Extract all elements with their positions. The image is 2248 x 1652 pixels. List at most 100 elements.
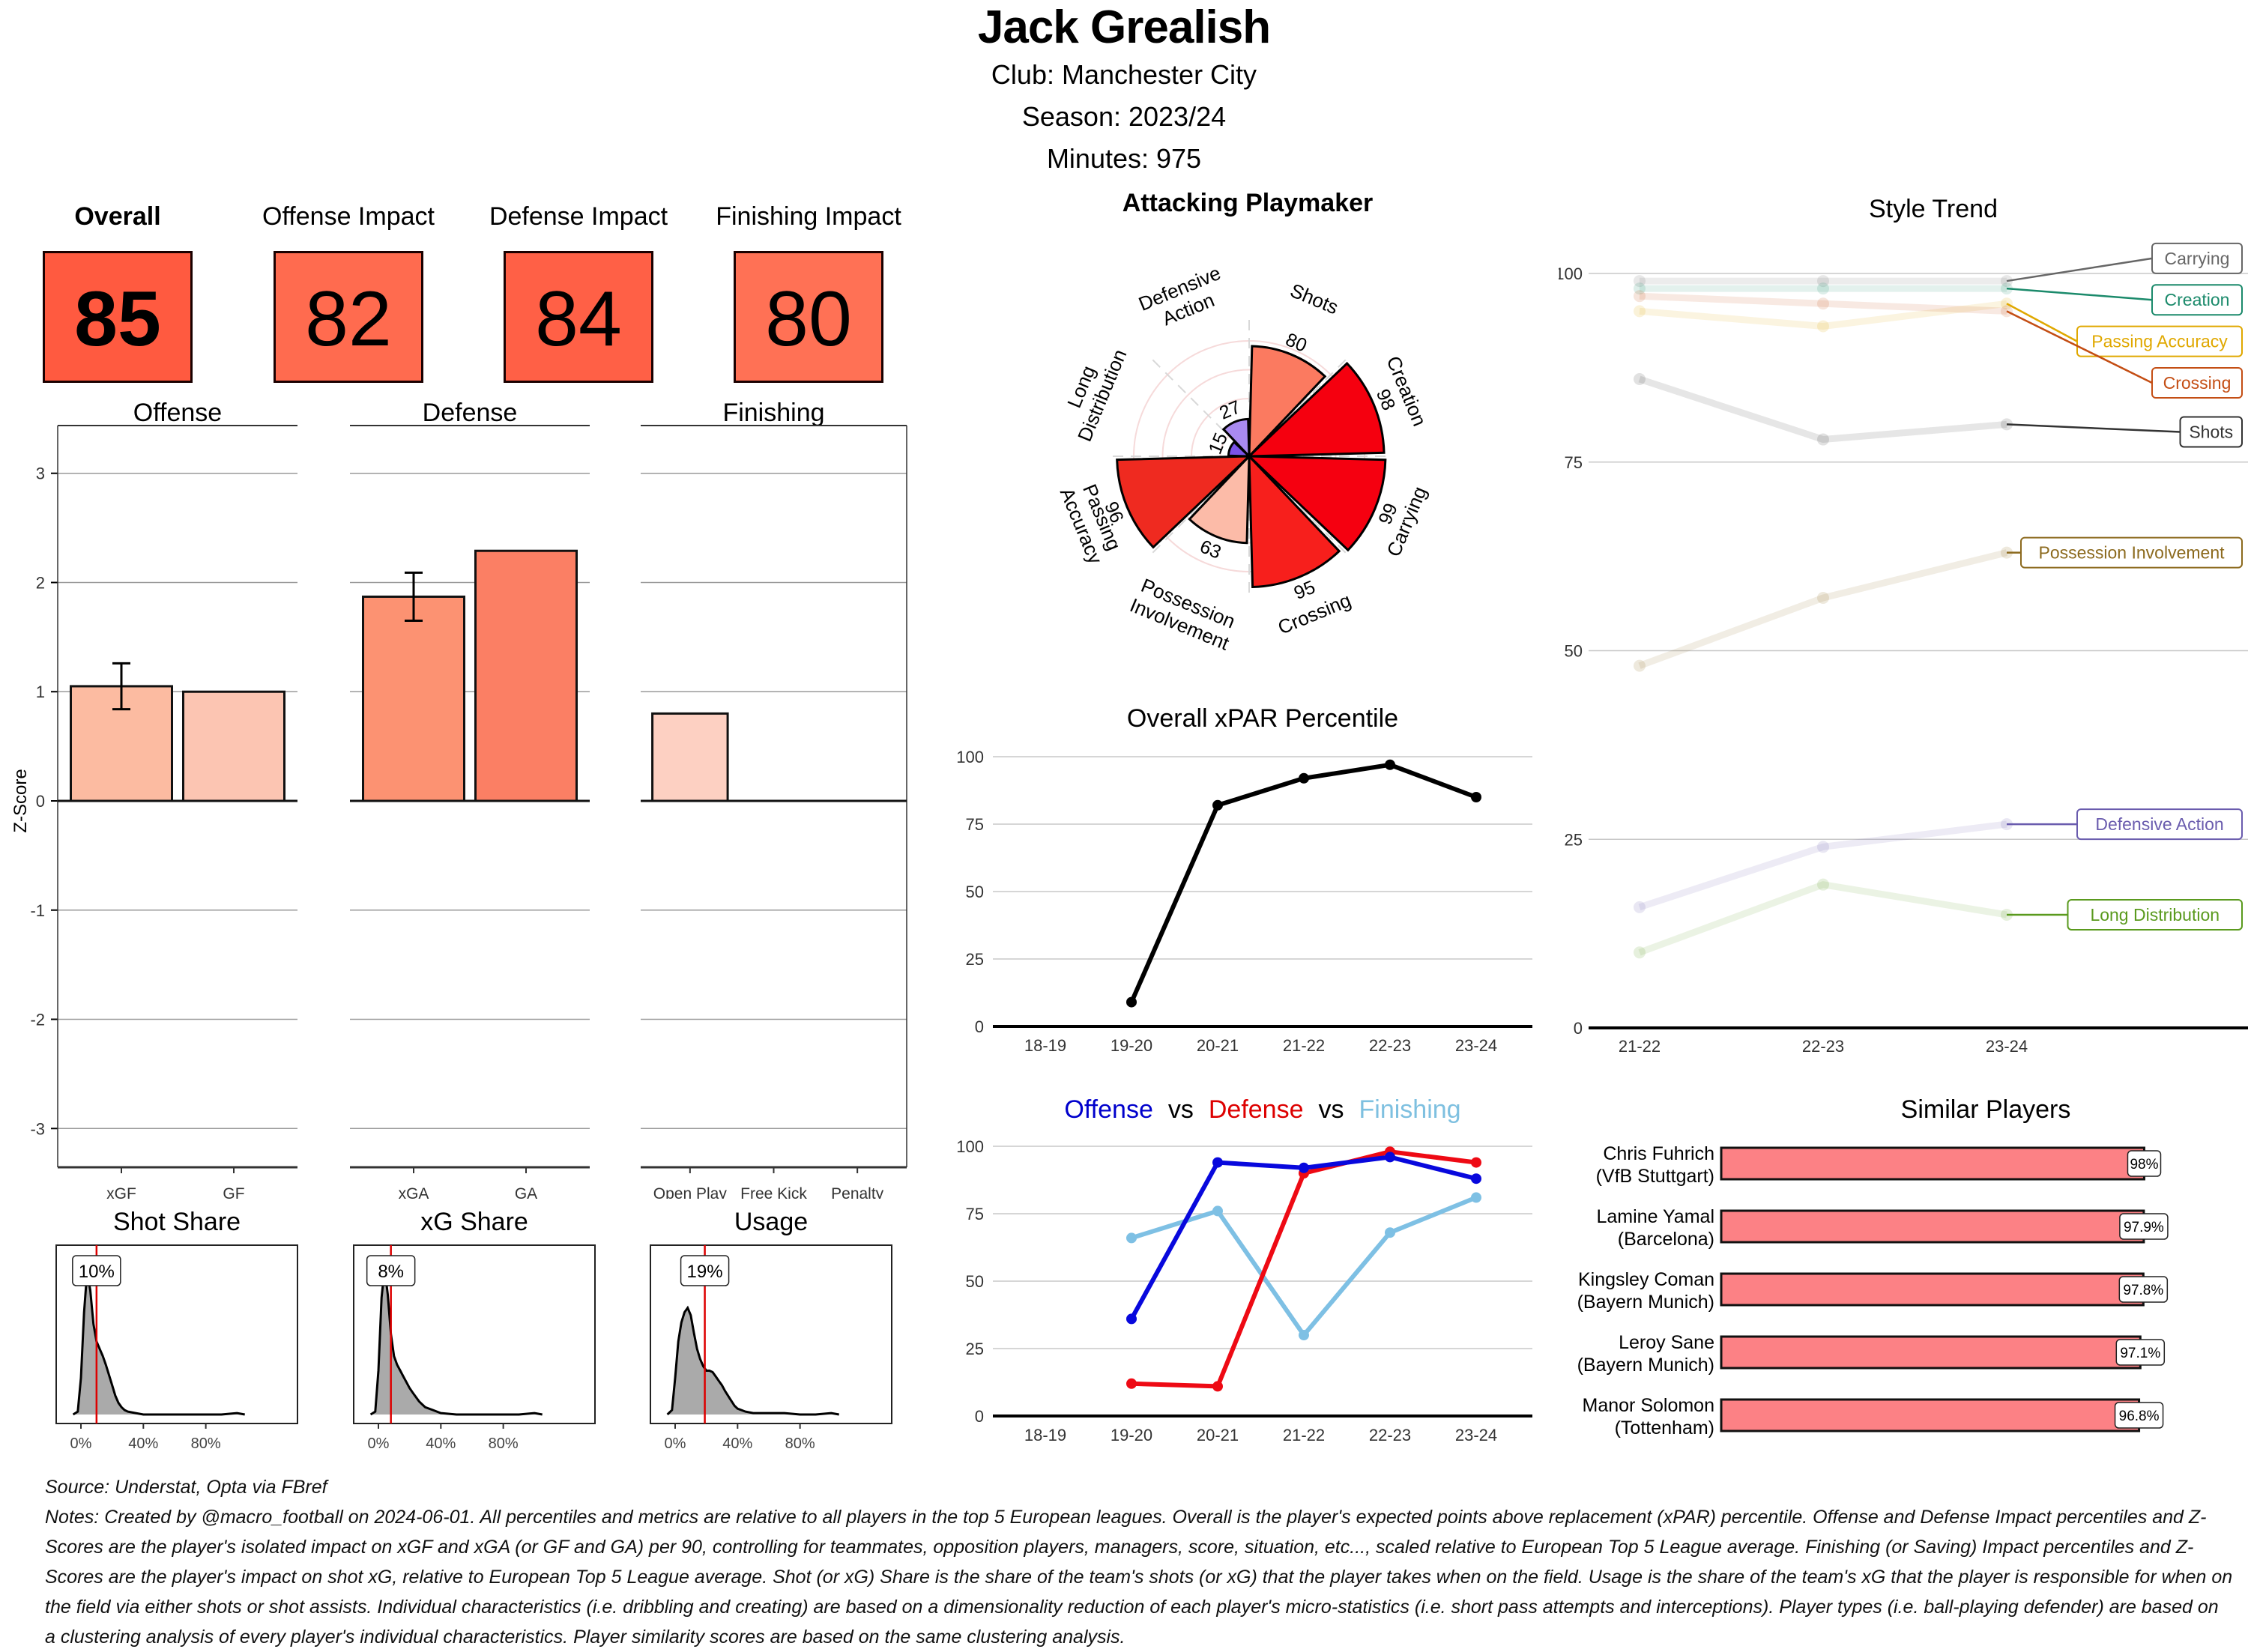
similar-player-name: Kingsley Coman (Bayern Munich) bbox=[1577, 1269, 1714, 1313]
style-label-leader bbox=[2006, 310, 2153, 384]
polar-style-chart: Attacking Playmaker80Shots98Creation99Ca… bbox=[1056, 189, 1431, 655]
y-tick-label: 25 bbox=[966, 1340, 984, 1358]
player-club-line: (Bayern Munich) bbox=[1577, 1355, 1714, 1376]
player-name-line: Chris Fuhrich bbox=[1603, 1143, 1714, 1164]
polar-category-label: Shots bbox=[1287, 279, 1342, 318]
data-point bbox=[1212, 1205, 1223, 1217]
series-line bbox=[1131, 1195, 1478, 1337]
style-label: Creation bbox=[2165, 290, 2230, 309]
data-point bbox=[1471, 1192, 1481, 1203]
style-label: Defensive Action bbox=[2095, 814, 2223, 834]
data-point bbox=[1212, 1381, 1223, 1392]
y-tick-label: 3 bbox=[36, 465, 45, 483]
score-value: 80 bbox=[734, 251, 883, 383]
chart-title: Offense vs Defense vs Finishing bbox=[1064, 1095, 1460, 1124]
data-point bbox=[1385, 759, 1395, 770]
polar-value-label: 63 bbox=[1197, 536, 1224, 563]
similar-player-name: Lamine Yamal (Barcelona) bbox=[1597, 1206, 1715, 1250]
series-line bbox=[1129, 1155, 1477, 1320]
x-tick-label: Penalty bbox=[831, 1185, 884, 1199]
title-part-finishing: Finishing bbox=[1359, 1095, 1461, 1124]
style-series-shots: Shots bbox=[1634, 372, 2243, 448]
density-title: xG Share bbox=[420, 1208, 528, 1236]
style-series-crossing: Crossing bbox=[1634, 290, 2243, 399]
polar-bar-defensive-action bbox=[1221, 417, 1251, 459]
style-label-leader bbox=[2006, 423, 2181, 433]
style-label-leader bbox=[2006, 287, 2153, 301]
y-tick-label: 50 bbox=[1565, 642, 1583, 661]
player-name-line: Lamine Yamal bbox=[1597, 1206, 1715, 1227]
polar-bar-passing-accuracy bbox=[1116, 455, 1252, 549]
similarity-label: 96.8% bbox=[2119, 1409, 2160, 1424]
bar-gf bbox=[182, 690, 285, 802]
data-point bbox=[1126, 1232, 1137, 1244]
x-tick-label: 23-24 bbox=[1986, 1037, 2028, 1056]
style-point bbox=[1634, 290, 1646, 303]
x-tick-label: 20-21 bbox=[1197, 1426, 1239, 1444]
density-title: Shot Share bbox=[113, 1208, 241, 1236]
data-point bbox=[1212, 799, 1223, 811]
zscore-bar-chart: Z-Score 3 2 1 0 -1 -2 -3 Offense xGF GF Defense xGA G… bbox=[10, 399, 907, 1199]
style-trend-chart: Style Trend 0 25 50 75 100 21-22 22-23 23-24 Carr… bbox=[1559, 195, 2248, 1056]
series-line bbox=[1131, 1149, 1477, 1389]
score-label: Overall bbox=[74, 202, 161, 231]
score-tile-overall: Overall 85 bbox=[39, 199, 196, 383]
similarity-bar bbox=[1720, 1146, 2145, 1181]
style-point bbox=[1817, 275, 1829, 288]
notes-text: Notes: Created by @macro_football on 202… bbox=[45, 1507, 2233, 1648]
x-tick-label: 21-22 bbox=[1283, 1426, 1325, 1444]
style-label-box bbox=[2179, 416, 2243, 448]
score-value: 85 bbox=[43, 251, 193, 383]
style-point bbox=[1817, 320, 1829, 333]
style-point bbox=[1817, 592, 1829, 605]
x-tick-label: 21-22 bbox=[1619, 1037, 1661, 1056]
series-defense bbox=[1126, 1146, 1481, 1392]
data-point bbox=[1299, 772, 1309, 784]
similarity-label: 98% bbox=[2130, 1157, 2158, 1173]
player-club-line: (Tottenham) bbox=[1615, 1417, 1714, 1438]
similarity-bar bbox=[1720, 1209, 2145, 1244]
similarity-label-box bbox=[2118, 1276, 2169, 1303]
style-label-box bbox=[2151, 242, 2243, 274]
polar-bar-carrying bbox=[1246, 455, 1387, 552]
y-tick-label: 1 bbox=[36, 683, 45, 701]
polar-grid-ring bbox=[1161, 369, 1337, 544]
density-line bbox=[666, 1305, 839, 1416]
style-point bbox=[1634, 282, 1646, 295]
data-point bbox=[1471, 792, 1481, 802]
title-part-offense: Offense bbox=[1064, 1095, 1152, 1124]
bar-open-play bbox=[651, 712, 729, 802]
style-line bbox=[1639, 292, 2007, 315]
similar-player-name: Leroy Sane (Bayern Munich) bbox=[1577, 1332, 1714, 1376]
style-point bbox=[1634, 901, 1646, 913]
chart-title: Similar Players bbox=[1901, 1095, 2071, 1124]
data-point bbox=[1385, 1227, 1395, 1238]
y-tick-label: 0 bbox=[36, 792, 45, 811]
style-label-box bbox=[2151, 284, 2243, 316]
y-tick-label: 25 bbox=[966, 950, 984, 969]
density-panel-usage: Usage 19% 0% 40% 80% bbox=[650, 1208, 892, 1452]
style-point bbox=[1817, 841, 1829, 853]
x-tick-label: 20-21 bbox=[1197, 1036, 1239, 1055]
similar-players-chart: Similar Players Chris Fuhrich (VfB Stuttga… bbox=[1577, 1095, 2169, 1438]
player-club-line: (VfB Stuttgart) bbox=[1596, 1166, 1714, 1187]
player-club-line: (Bayern Munich) bbox=[1577, 1292, 1714, 1313]
series-overall bbox=[1126, 759, 1481, 1008]
polar-category-label: PossessionInvolvement bbox=[1127, 573, 1242, 655]
x-tick-label: 0% bbox=[70, 1435, 92, 1452]
similar-player-row: Leroy Sane (Bayern Munich) 97.1% bbox=[1577, 1332, 2166, 1376]
similar-player-name: Manor Solomon (Tottenham) bbox=[1583, 1395, 1714, 1438]
polar-category-label: DefensiveAction bbox=[1135, 261, 1233, 336]
density-frame bbox=[650, 1244, 892, 1424]
similarity-label-box bbox=[2119, 1213, 2169, 1240]
style-line bbox=[1638, 549, 2008, 669]
y-tick-label: 0 bbox=[975, 1017, 984, 1036]
x-tick-label: 19-20 bbox=[1111, 1036, 1152, 1055]
x-tick-label: 23-24 bbox=[1455, 1426, 1497, 1444]
facet-title: Finishing bbox=[722, 399, 824, 427]
player-club-line: (Barcelona) bbox=[1618, 1229, 1714, 1250]
style-point bbox=[1634, 659, 1646, 672]
title-part-vs: vs bbox=[1168, 1095, 1194, 1124]
similarity-label: 97.8% bbox=[2123, 1283, 2163, 1298]
score-tile-finishing-impact: Finishing Impact 80 bbox=[716, 199, 901, 383]
